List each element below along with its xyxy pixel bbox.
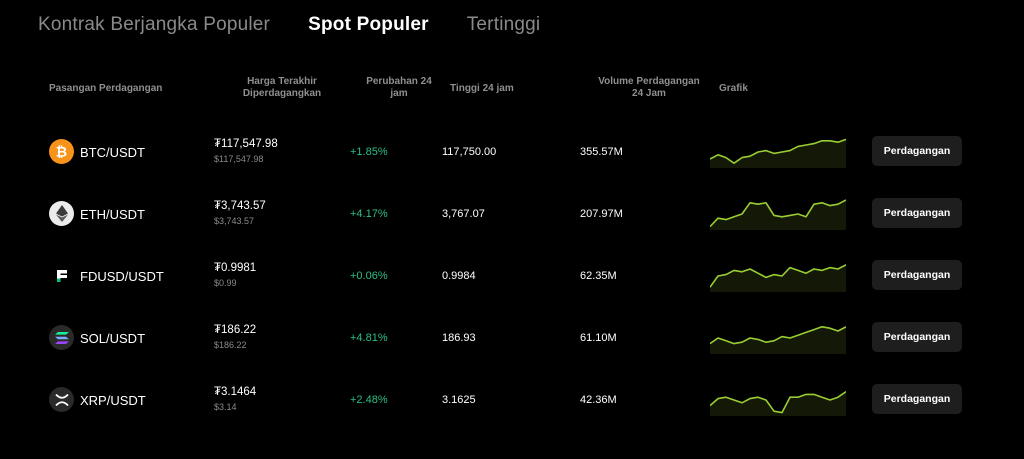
header-last-price: Harga Terakhir Diperdagangkan — [236, 76, 328, 100]
last-price: ₮186.22 — [214, 324, 257, 336]
table-row[interactable]: ₿ BTC/USDT ₮117,547.98 $117,547.98 +1.85… — [0, 121, 1024, 183]
last-price: ₮3,743.57 — [214, 200, 266, 212]
last-price: ₮117,547.98 — [214, 138, 278, 150]
pair-name[interactable]: BTC/USDT — [80, 145, 145, 160]
high-24h: 117,750.00 — [442, 146, 497, 158]
bitcoin-icon: ₿ — [49, 139, 74, 164]
header-high: Tinggi 24 jam — [450, 83, 514, 94]
last-price-usd: $3.14 — [214, 402, 237, 412]
table-row[interactable]: SOL/USDT ₮186.22 $186.22 +4.81% 186.93 6… — [0, 307, 1024, 369]
sparkline-line — [710, 390, 846, 414]
solana-icon — [49, 325, 74, 350]
change-24h: +0.06% — [350, 270, 388, 282]
header-volume-line2: 24 Jam — [632, 88, 666, 99]
sparkline-line — [710, 264, 846, 288]
trade-button[interactable]: Perdagangan — [872, 198, 962, 228]
sparkline-line — [710, 138, 846, 164]
change-24h: +4.81% — [350, 332, 388, 344]
sparkline-line — [710, 199, 846, 228]
sparkline-area — [710, 326, 846, 354]
header-pair: Pasangan Perdagangan — [49, 83, 163, 94]
table-row[interactable]: ETH/USDT ₮3,743.57 $3,743.57 +4.17% 3,76… — [0, 183, 1024, 245]
change-24h: +1.85% — [350, 146, 388, 158]
header-volume: Volume Perdagangan 24 Jam — [588, 76, 710, 100]
sparkline-chart — [710, 138, 846, 168]
market-tabs: Kontrak Berjangka Populer Spot Populer T… — [38, 14, 540, 36]
tab-popular-spot[interactable]: Spot Populer — [308, 14, 429, 35]
sparkline-area — [710, 391, 846, 416]
header-volume-line1: Volume Perdagangan — [598, 76, 700, 87]
trade-button[interactable]: Perdagangan — [872, 136, 962, 166]
last-price-usd: $3,743.57 — [214, 216, 255, 226]
trade-button[interactable]: Perdagangan — [872, 260, 962, 290]
high-24h: 186.93 — [442, 332, 476, 344]
last-price-usd: $0.99 — [214, 278, 237, 288]
ethereum-icon — [49, 201, 74, 226]
high-24h: 3,767.07 — [442, 208, 485, 220]
volume-24h: 61.10M — [580, 332, 617, 344]
trade-button[interactable]: Perdagangan — [872, 384, 962, 414]
pair-name[interactable]: FDUSD/USDT — [80, 269, 164, 284]
high-24h: 0.9984 — [442, 270, 476, 282]
xrp-icon — [49, 387, 74, 412]
header-last-price-line1: Harga Terakhir — [247, 76, 317, 87]
pair-name[interactable]: SOL/USDT — [80, 331, 146, 346]
last-price-usd: $186.22 — [214, 340, 247, 350]
fdusd-icon — [49, 263, 74, 288]
pair-name[interactable]: ETH/USDT — [80, 207, 145, 222]
header-change-line1: Perubahan 24 — [366, 76, 432, 87]
sparkline-chart — [710, 326, 846, 354]
last-price: ₮3.1464 — [214, 386, 257, 398]
change-24h: +4.17% — [350, 208, 388, 220]
sparkline-area — [710, 139, 846, 168]
pair-name[interactable]: XRP/USDT — [80, 393, 146, 408]
last-price: ₮0.9981 — [214, 262, 257, 274]
sparkline-chart — [710, 199, 846, 230]
header-chart: Grafik — [719, 83, 748, 94]
volume-24h: 42.36M — [580, 394, 617, 406]
table-row[interactable]: XRP/USDT ₮3.1464 $3.14 +2.48% 3.1625 42.… — [0, 369, 1024, 431]
tab-top-gainers[interactable]: Tertinggi — [466, 14, 541, 35]
header-change: Perubahan 24 jam — [360, 76, 438, 100]
table-row[interactable]: FDUSD/USDT ₮0.9981 $0.99 +0.06% 0.9984 6… — [0, 245, 1024, 307]
sparkline-line — [710, 326, 846, 345]
volume-24h: 62.35M — [580, 270, 617, 282]
sparkline-chart — [710, 264, 846, 292]
header-last-price-line2: Diperdagangkan — [242, 88, 322, 99]
high-24h: 3.1625 — [442, 394, 476, 406]
header-change-line2: jam — [390, 88, 408, 99]
tab-popular-futures[interactable]: Kontrak Berjangka Populer — [38, 14, 271, 35]
volume-24h: 355.57M — [580, 146, 623, 158]
change-24h: +2.48% — [350, 394, 388, 406]
last-price-usd: $117,547.98 — [214, 154, 264, 164]
trade-button[interactable]: Perdagangan — [872, 322, 962, 352]
volume-24h: 207.97M — [580, 208, 623, 220]
svg-text:₿: ₿ — [56, 145, 67, 160]
sparkline-chart — [710, 390, 846, 416]
